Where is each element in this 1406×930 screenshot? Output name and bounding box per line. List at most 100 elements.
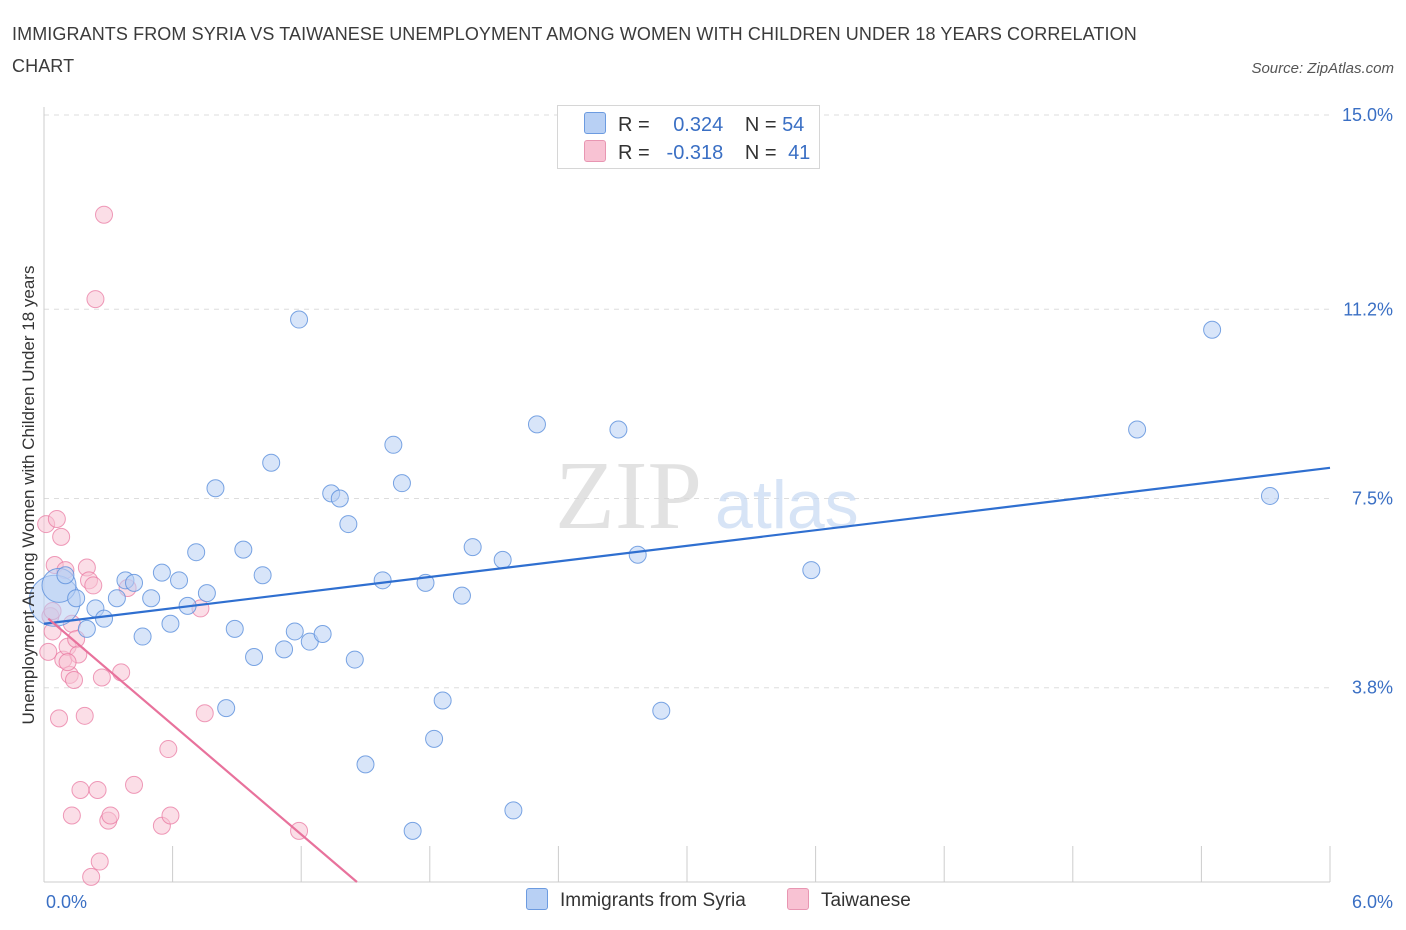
syria-trend-line	[43, 466, 1331, 625]
legend-r-value: 0.324	[673, 114, 724, 136]
taiwanese-point	[62, 806, 81, 825]
syria-point	[1128, 420, 1147, 439]
trend-lines	[43, 466, 1331, 883]
source-label: Source: ZipAtlas.com	[1251, 60, 1394, 77]
legend-box: R = 0.324 N = 54 R = -0.318 N = 41	[557, 105, 820, 169]
syria-point	[77, 619, 96, 638]
syria-point	[67, 589, 86, 608]
legend-n-label: N =	[744, 142, 777, 164]
taiwanese-point	[92, 668, 111, 687]
legend-row-syria: R = 0.324 N = 54	[584, 112, 804, 138]
syria-point	[463, 538, 482, 557]
syria-point	[652, 701, 671, 720]
syria-point	[125, 573, 144, 592]
syria-point	[384, 435, 403, 454]
taiwanese-point	[101, 806, 120, 825]
taiwanese-point	[159, 740, 178, 759]
taiwanese-point	[112, 663, 131, 682]
taiwanese-point	[88, 780, 107, 799]
y-tick-label: 3.8%	[1352, 678, 1393, 698]
bottom-legend-label-taiwanese: Taiwanese	[821, 890, 911, 911]
bottom-legend-label-syria: Immigrants from Syria	[560, 890, 746, 911]
x-tick-label: 6.0%	[1352, 892, 1393, 912]
taiwanese-trend-line	[47, 617, 358, 883]
syria-point	[133, 627, 152, 646]
taiwanese-point	[39, 642, 58, 661]
legend-swatch-taiwanese	[584, 140, 606, 162]
syria-point	[345, 650, 364, 669]
bottom-legend-syria: Immigrants from Syria	[526, 888, 746, 912]
syria-point	[187, 543, 206, 562]
y-tick-label: 7.5%	[1352, 489, 1393, 509]
taiwanese-point	[75, 706, 94, 725]
watermark-atlas: atlas	[715, 467, 859, 543]
y-tick-label: 11.2%	[1343, 299, 1393, 319]
syria-point	[95, 609, 114, 628]
taiwanese-point	[58, 653, 77, 672]
taiwanese-point	[195, 704, 214, 723]
taiwanese-point	[50, 709, 69, 728]
syria-point	[142, 589, 161, 608]
syria-point	[527, 415, 546, 434]
watermark-zip: ZIP	[555, 442, 702, 550]
syria-point	[425, 729, 444, 748]
syria-point	[253, 566, 272, 585]
syria-point	[433, 691, 452, 710]
syria-point	[197, 584, 216, 603]
syria-point	[290, 310, 309, 329]
legend-row-taiwanese: R = -0.318 N = 41	[584, 140, 810, 166]
syria-point	[1203, 320, 1222, 339]
syria-point	[403, 821, 422, 840]
syria-point	[107, 589, 126, 608]
syria-point	[285, 622, 304, 641]
syria-point	[452, 586, 471, 605]
syria-point	[504, 801, 523, 820]
syria-point	[234, 540, 253, 559]
syria-point	[170, 571, 189, 590]
x-tick-label: 0.0%	[46, 892, 87, 912]
taiwanese-point	[82, 867, 101, 886]
syria-point	[245, 648, 264, 667]
legend-n-value: 54	[782, 114, 805, 136]
syria-point	[225, 619, 244, 638]
taiwanese-point	[71, 780, 90, 799]
syria-point	[217, 699, 236, 718]
bottom-legend-swatch-taiwanese	[787, 888, 809, 910]
syria-point	[152, 563, 171, 582]
grid-lines	[44, 114, 1330, 689]
legend-r-value: -0.318	[666, 142, 724, 164]
taiwanese-point	[65, 671, 84, 690]
taiwanese-point	[161, 806, 180, 825]
series-syria-points	[28, 310, 1279, 840]
syria-point	[356, 755, 375, 774]
syria-point	[330, 489, 349, 508]
bottom-legend-taiwanese: Taiwanese	[787, 888, 911, 912]
syria-point	[392, 474, 411, 493]
syria-point	[161, 614, 180, 633]
taiwanese-point	[52, 527, 71, 546]
legend-r-label: R =	[618, 142, 650, 164]
axes	[43, 107, 1331, 883]
syria-point	[628, 545, 647, 564]
bottom-legend-swatch-syria	[526, 888, 548, 910]
syria-point	[493, 550, 512, 569]
y-axis-label: Unemployment Among Women with Children U…	[19, 266, 38, 725]
y-tick-label: 15.0%	[1342, 105, 1393, 125]
legend-n-label: N =	[744, 114, 777, 136]
watermark: ZIP atlas	[555, 442, 859, 550]
taiwanese-point	[86, 290, 105, 309]
chart-title: IMMIGRANTS FROM SYRIA VS TAIWANESE UNEMP…	[12, 24, 1137, 76]
syria-point	[609, 420, 628, 439]
legend-r-label: R =	[618, 114, 650, 136]
syria-point	[1260, 486, 1279, 505]
syria-point	[56, 566, 75, 585]
tick-labels: 3.8% 7.5% 11.2% 15.0% 0.0% 6.0%	[46, 105, 1393, 912]
syria-point	[373, 571, 392, 590]
taiwanese-point	[95, 205, 114, 224]
syria-point	[206, 479, 225, 498]
taiwanese-point	[84, 576, 103, 595]
series-taiwanese-points	[37, 205, 309, 886]
syria-point	[275, 640, 294, 659]
syria-point	[262, 453, 281, 472]
